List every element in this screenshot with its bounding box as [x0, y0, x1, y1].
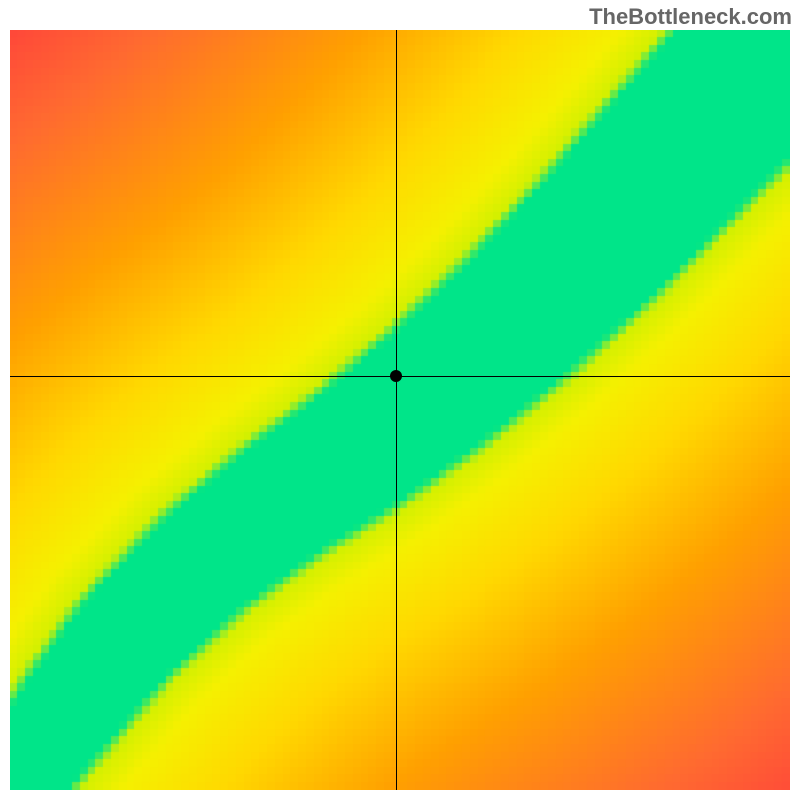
bottleneck-heatmap — [10, 30, 790, 790]
crosshair-marker-dot — [390, 370, 402, 382]
chart-container: TheBottleneck.com — [0, 0, 800, 800]
crosshair-vertical — [396, 30, 397, 790]
watermark-text: TheBottleneck.com — [589, 4, 792, 30]
